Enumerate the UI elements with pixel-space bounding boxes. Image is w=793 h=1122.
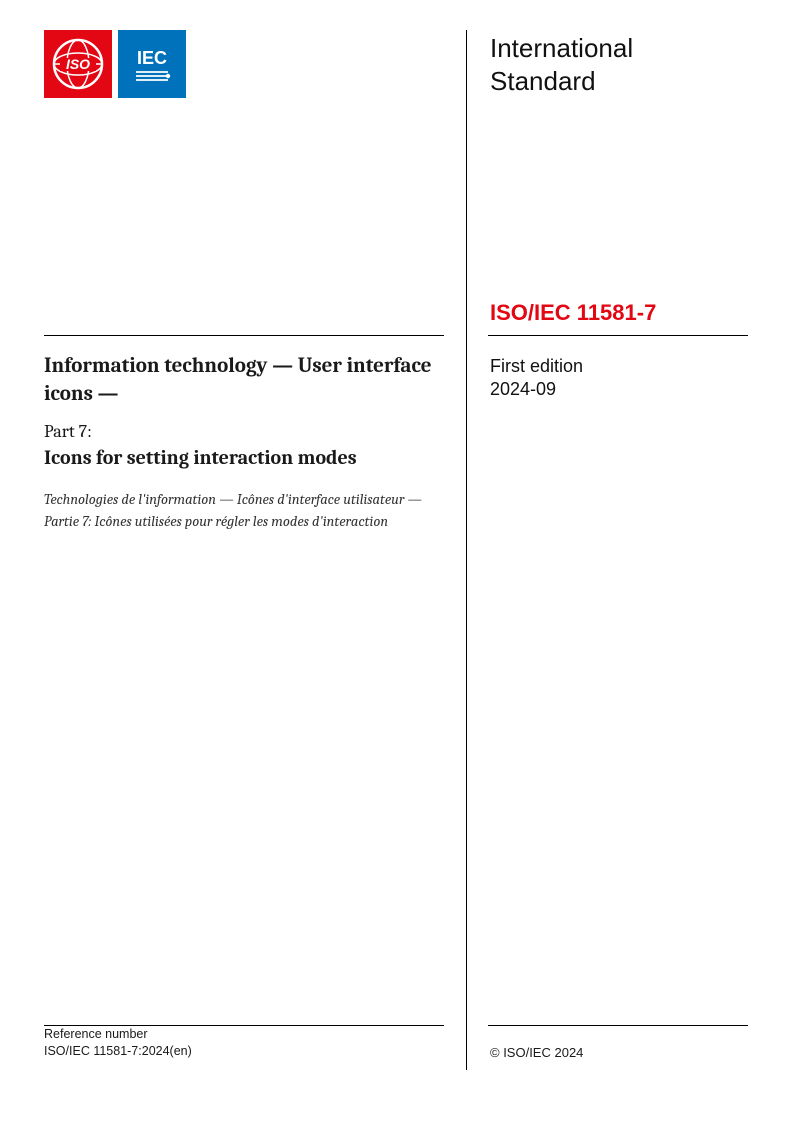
iec-logo-icon: IEC [118,30,186,98]
vertical-rule [466,30,467,1070]
edition-block: First edition 2024-09 [490,355,583,402]
title-fr-main: Technologies de l'information — Icônes d… [44,489,444,511]
horizontal-rule-right-bottom [488,1025,748,1026]
document-type: International Standard [490,32,633,97]
copyright-text: © ISO/IEC 2024 [490,1045,583,1060]
title-en-main: Information technology — User interface … [44,352,444,409]
svg-text:IEC: IEC [137,48,167,68]
edition-date: 2024-09 [490,378,583,401]
title-block: Information technology — User interface … [44,352,444,532]
reference-value: ISO/IEC 11581-7:2024(en) [44,1043,192,1060]
edition-label: First edition [490,355,583,378]
svg-text:ISO: ISO [66,56,90,72]
doc-type-line1: International [490,32,633,65]
reference-label: Reference number [44,1026,192,1043]
horizontal-rule-right-top [488,335,748,336]
title-en-part-label: Part 7: [44,419,444,444]
title-fr-part: Partie 7: Icônes utilisées pour régler l… [44,511,444,533]
horizontal-rule-left-top [44,335,444,336]
standard-number: ISO/IEC 11581-7 [490,300,656,326]
logo-row: ISO IEC [44,30,186,98]
reference-block: Reference number ISO/IEC 11581-7:2024(en… [44,1026,192,1060]
iso-logo-icon: ISO [44,30,112,98]
title-en-part: Icons for setting interaction modes [44,444,444,471]
cover-page: ISO IEC International Standard ISO/IEC 1… [0,0,793,1122]
doc-type-line2: Standard [490,65,633,98]
